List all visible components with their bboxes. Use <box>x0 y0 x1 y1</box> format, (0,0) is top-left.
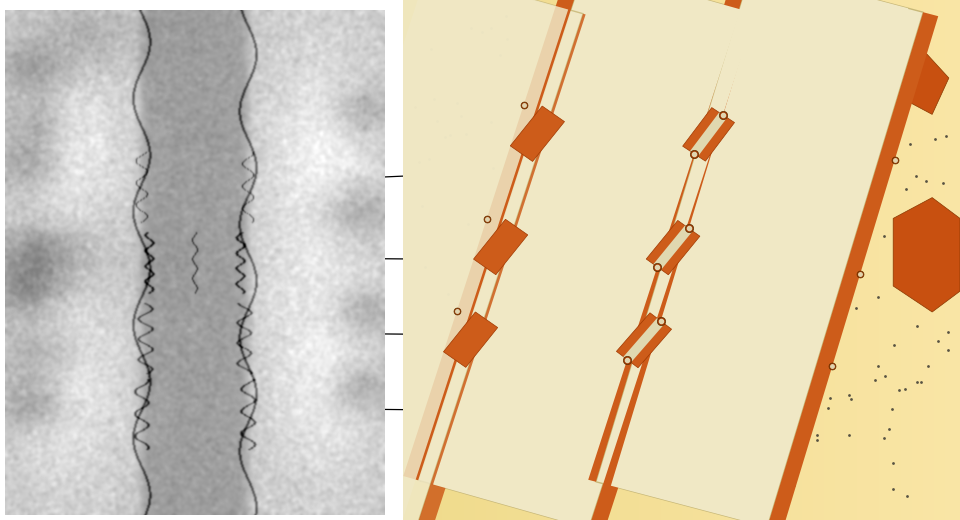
Polygon shape <box>804 0 948 114</box>
Polygon shape <box>646 220 700 275</box>
Polygon shape <box>683 108 734 161</box>
Polygon shape <box>511 106 564 161</box>
Text: десмотубула: десмотубула <box>228 253 576 267</box>
Polygon shape <box>893 198 960 312</box>
Polygon shape <box>588 14 771 520</box>
Polygon shape <box>246 0 583 520</box>
Polygon shape <box>444 312 497 367</box>
Text: плазмодесма: плазмодесма <box>779 336 905 363</box>
Polygon shape <box>581 0 752 482</box>
Polygon shape <box>230 0 413 480</box>
Polygon shape <box>419 0 756 520</box>
Text: клеточная
стенка: клеточная стенка <box>629 30 765 74</box>
Polygon shape <box>611 0 908 520</box>
Text: десмотубула: десмотубула <box>779 297 902 311</box>
Polygon shape <box>433 0 741 520</box>
Polygon shape <box>767 12 938 520</box>
Polygon shape <box>425 406 582 478</box>
Text: плазматическая
мембрана: плазматическая мембрана <box>262 321 600 349</box>
Polygon shape <box>616 313 672 368</box>
Polygon shape <box>403 0 586 480</box>
Polygon shape <box>690 112 727 157</box>
Polygon shape <box>596 0 924 520</box>
Polygon shape <box>416 14 598 520</box>
Text: клеточная
стенка: клеточная стенка <box>262 397 558 425</box>
Text: плазматическая
мембрана: плазматическая мембрана <box>586 87 732 116</box>
Polygon shape <box>623 318 664 362</box>
Polygon shape <box>654 226 693 270</box>
Polygon shape <box>473 219 528 275</box>
Text: эндоплазматический
ретикулум: эндоплазматический ретикулум <box>276 155 635 183</box>
Polygon shape <box>260 0 568 520</box>
